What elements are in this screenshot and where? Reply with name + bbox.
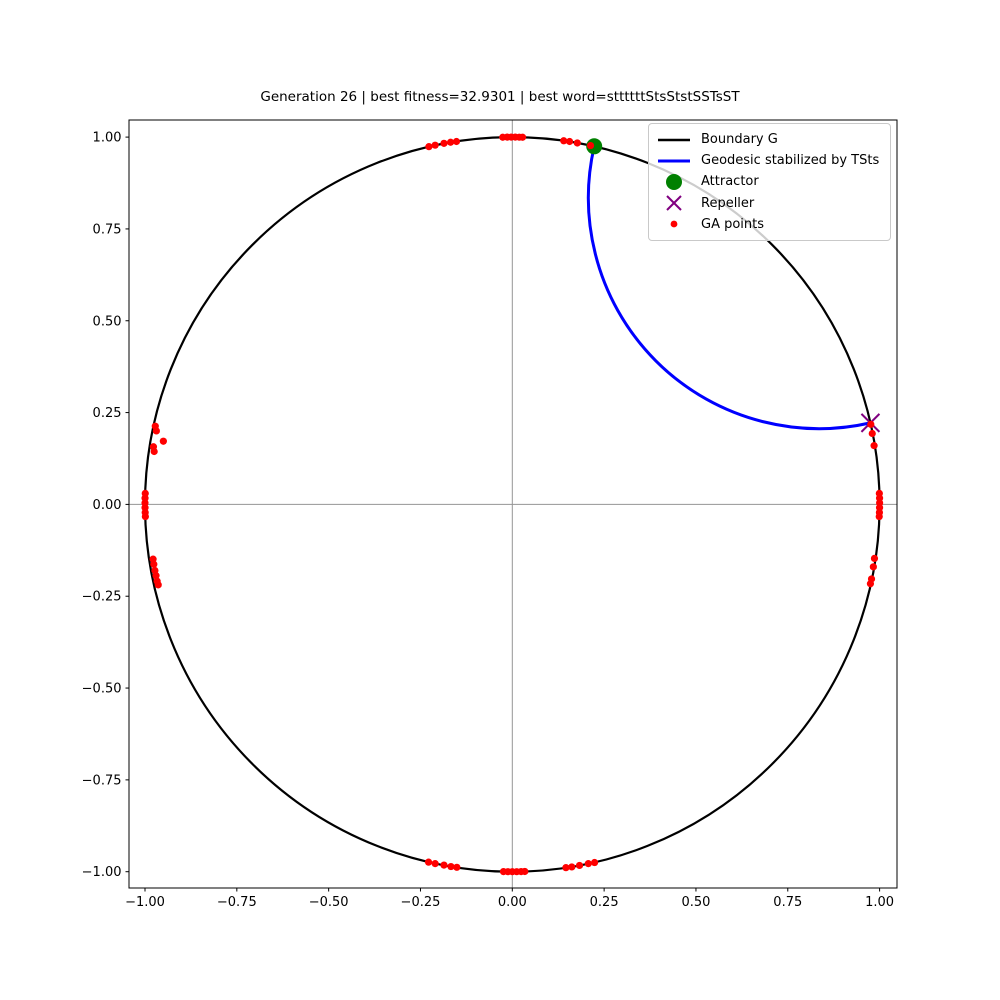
ga-point (431, 141, 439, 149)
x-tick-label: 0.25 (590, 895, 619, 910)
x-tick-label: 0.00 (498, 895, 527, 910)
ga-point (154, 581, 162, 589)
y-tick-label: 0.75 (93, 222, 122, 237)
y-tick-label: 0.25 (93, 406, 122, 421)
attractor-swatch (656, 173, 692, 191)
ga-point (152, 427, 160, 435)
legend-item-ga-points: GA points (656, 214, 884, 235)
ga-point (586, 141, 595, 150)
ga-point (518, 133, 527, 141)
ga-point (521, 867, 529, 876)
repeller-swatch (656, 194, 692, 212)
ga-point (150, 560, 158, 568)
ga-point (575, 861, 584, 870)
ga-point (424, 858, 433, 866)
x-tick-label: −0.75 (217, 895, 257, 910)
ga-point (141, 512, 149, 521)
ga-point (573, 139, 581, 147)
ga-point (568, 863, 576, 871)
legend-item-repeller: Repeller (656, 193, 884, 214)
ga-point (150, 447, 158, 456)
ga-point (870, 442, 878, 450)
x-tick-label: −0.25 (401, 895, 441, 910)
legend-item-boundary: Boundary G (656, 129, 884, 150)
ga-point (584, 860, 592, 868)
ga-point (425, 143, 433, 151)
y-tick-label: 0.50 (93, 314, 122, 329)
ga-point (875, 512, 883, 521)
x-tick-label: 0.50 (681, 895, 710, 910)
legend-label: GA points (701, 216, 765, 232)
ga-point (152, 572, 160, 580)
boundary-swatch (656, 132, 692, 148)
y-tick-label: −0.50 (82, 682, 122, 697)
legend: Boundary G Geodesic stabilized by TSts A… (648, 123, 891, 241)
legend-item-geodesic: Geodesic stabilized by TSts (656, 150, 884, 171)
y-tick-label: 1.00 (93, 131, 122, 146)
ga-point (590, 858, 599, 867)
legend-label: Boundary G (701, 132, 778, 148)
x-tick-label: −0.50 (309, 895, 349, 910)
legend-label: Attractor (701, 174, 759, 190)
geodesic-path (586, 145, 871, 431)
ga-point-icon (670, 220, 678, 228)
x-tick-label: 0.75 (773, 895, 802, 910)
ga-point (440, 139, 448, 147)
ga-point (560, 137, 568, 145)
legend-label: Geodesic stabilized by TSts (701, 153, 880, 169)
ga-point (565, 137, 574, 146)
chart-title: Generation 26 | best fitness=32.9301 | b… (260, 89, 740, 105)
geodesic-swatch (656, 153, 692, 169)
legend-label: Repeller (701, 195, 755, 211)
ga-point (562, 864, 570, 872)
legend-item-attractor: Attractor (656, 171, 884, 192)
ga-point (453, 863, 461, 871)
ga-point (869, 563, 877, 571)
ga-point (866, 580, 875, 588)
ga-point (159, 437, 167, 445)
x-tick-label: 1.00 (865, 895, 894, 910)
repeller-x-icon (666, 195, 682, 211)
ga-point (431, 860, 439, 868)
ga-point (447, 862, 455, 871)
y-tick-label: −1.00 (82, 865, 122, 880)
y-tick-label: −0.75 (82, 773, 122, 788)
attractor-marker-icon (666, 173, 682, 190)
ga-point (440, 861, 448, 869)
x-tick-label: −1.00 (125, 895, 165, 910)
ga-point (868, 429, 876, 438)
ga-point (870, 554, 879, 562)
ga-point (452, 137, 461, 146)
ga-points-swatch (656, 217, 692, 231)
ga-point (446, 138, 455, 146)
ga-point (867, 420, 875, 428)
y-tick-label: −0.25 (82, 590, 122, 605)
y-tick-label: 0.00 (93, 498, 122, 513)
